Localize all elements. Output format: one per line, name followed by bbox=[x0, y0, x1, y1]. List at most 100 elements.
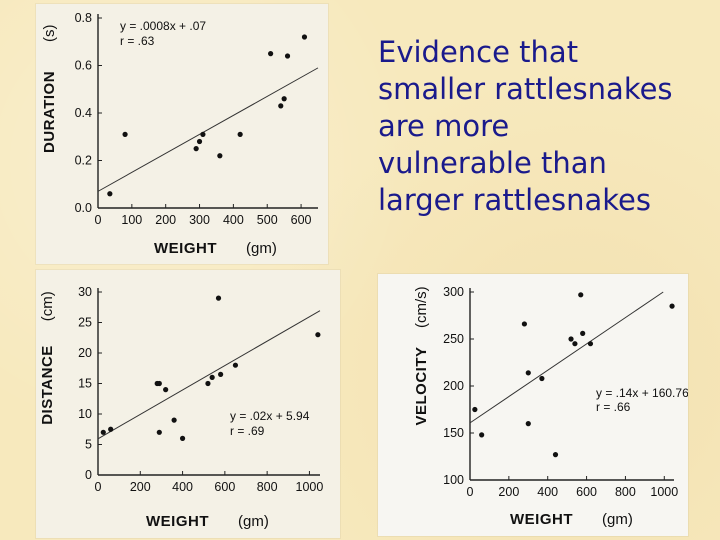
duration-data-point bbox=[217, 153, 223, 159]
duration-regression-line bbox=[97, 67, 319, 192]
velocity-y-tick-label: 200 bbox=[443, 379, 464, 393]
velocity-y-tick-label: 300 bbox=[443, 285, 464, 299]
duration-data-point bbox=[107, 191, 113, 197]
duration-data-point bbox=[196, 138, 203, 145]
velocity-data-point bbox=[568, 336, 574, 342]
distance-y-tick-label: 25 bbox=[78, 316, 92, 330]
velocity-chart: 0 200 400 600 800 1000 100 150 200 250 300 y = .14x… bbox=[413, 285, 688, 528]
duration-x-tick-label: 300 bbox=[189, 213, 210, 227]
distance-y-axis-title: DISTANCE bbox=[39, 345, 56, 425]
distance-data-point bbox=[156, 429, 162, 435]
velocity-data-point bbox=[578, 292, 584, 298]
distance-equation: y = .02x + 5.94 bbox=[230, 409, 310, 423]
velocity-x-tick-label: 600 bbox=[576, 485, 597, 499]
velocity-y-tick-label: 250 bbox=[443, 332, 464, 346]
distance-y-tick-label: 15 bbox=[78, 377, 92, 391]
velocity-data-point bbox=[669, 303, 675, 309]
distance-data-point bbox=[163, 387, 169, 393]
distance-chart: 0 200 400 600 800 1000 0 5 10 15 20 25 30 y = .02x + … bbox=[39, 285, 324, 530]
duration-y-tick-label: 0.8 bbox=[75, 11, 92, 25]
duration-equation: y = .0008x + .07 bbox=[120, 19, 206, 33]
velocity-data-point bbox=[525, 421, 531, 427]
duration-x-tick-label: 400 bbox=[223, 213, 244, 227]
distance-x-tick-label: 400 bbox=[172, 480, 193, 494]
distance-r-value: r = .69 bbox=[230, 424, 265, 438]
velocity-data-point bbox=[479, 432, 485, 438]
velocity-x-tick-label: 200 bbox=[498, 485, 519, 499]
duration-chart-panel: 0 100 200 300 400 500 600 0.0 0.2 0.4 0.6 0.8 y = .0… bbox=[36, 4, 328, 264]
velocity-data-point bbox=[521, 321, 527, 327]
velocity-x-tick-label: 0 bbox=[467, 485, 474, 499]
duration-r-value: r = .63 bbox=[120, 34, 155, 48]
distance-data-point bbox=[315, 332, 321, 338]
distance-data-point bbox=[205, 380, 211, 387]
duration-chart: 0 100 200 300 400 500 600 0.0 0.2 0.4 0.6 0.8 y = .0… bbox=[41, 11, 319, 257]
duration-x-tick-label: 100 bbox=[121, 213, 142, 227]
distance-x-tick-label: 800 bbox=[257, 480, 278, 494]
distance-x-tick-label: 0 bbox=[95, 480, 102, 494]
velocity-x-tick-label: 1000 bbox=[650, 485, 678, 499]
velocity-x-axis-unit: (gm) bbox=[602, 511, 633, 528]
distance-data-point bbox=[179, 435, 186, 441]
distance-data-point bbox=[232, 362, 239, 368]
duration-y-tick-label: 0.6 bbox=[75, 59, 92, 73]
duration-y-axis-unit: (s) bbox=[41, 24, 58, 42]
distance-chart-panel: 0 200 400 600 800 1000 0 5 10 15 20 25 30 y = .02x + … bbox=[36, 270, 340, 538]
velocity-y-tick-label: 150 bbox=[443, 426, 464, 440]
duration-data-point bbox=[268, 51, 274, 57]
velocity-chart-panel: 0 200 400 600 800 1000 100 150 200 250 300 y = .14x… bbox=[378, 274, 688, 536]
distance-regression-line bbox=[97, 310, 321, 440]
distance-x-tick-label: 600 bbox=[214, 480, 235, 494]
duration-x-tick-label: 500 bbox=[257, 213, 278, 227]
velocity-data-point bbox=[552, 452, 559, 458]
velocity-y-tick-label: 100 bbox=[443, 473, 464, 487]
distance-y-tick-label: 0 bbox=[85, 468, 92, 482]
velocity-data-point bbox=[572, 341, 578, 347]
distance-x-axis-title: WEIGHT bbox=[146, 513, 209, 530]
heading-line-3: are more bbox=[378, 109, 510, 143]
duration-data-point bbox=[193, 146, 199, 152]
duration-x-tick-label: 0 bbox=[95, 213, 102, 227]
duration-y-tick-label: 0.4 bbox=[75, 106, 92, 120]
distance-x-axis-unit: (gm) bbox=[238, 513, 269, 530]
velocity-y-axis-unit: (cm/s) bbox=[413, 286, 430, 328]
distance-y-tick-label: 5 bbox=[85, 438, 92, 452]
velocity-data-point bbox=[472, 406, 478, 413]
distance-y-axis-unit: (cm) bbox=[39, 291, 56, 321]
duration-data-point bbox=[301, 34, 308, 40]
distance-data-point bbox=[215, 295, 222, 301]
heading-line-1: Evidence that bbox=[378, 35, 579, 69]
velocity-r-value: r = .66 bbox=[596, 400, 631, 414]
velocity-data-point bbox=[587, 341, 594, 347]
duration-y-tick-label: 0.2 bbox=[75, 154, 92, 168]
duration-data-point bbox=[122, 131, 128, 137]
duration-y-axis-title: DURATION bbox=[41, 71, 58, 153]
velocity-y-axis-title: VELOCITY bbox=[413, 346, 430, 425]
distance-data-point bbox=[218, 371, 224, 377]
distance-x-tick-label: 1000 bbox=[296, 480, 324, 494]
velocity-data-point bbox=[525, 370, 531, 376]
distance-data-point bbox=[100, 429, 106, 435]
duration-data-point bbox=[281, 96, 287, 102]
distance-data-point bbox=[171, 417, 177, 423]
distance-y-tick-label: 20 bbox=[78, 346, 92, 360]
heading-line-2: smaller rattlesnakes bbox=[378, 72, 673, 106]
velocity-data-point bbox=[539, 375, 545, 382]
heading-line-4: vulnerable than bbox=[378, 146, 607, 180]
slide-heading: Evidence that smaller rattlesnakes are m… bbox=[378, 34, 708, 219]
velocity-y-axis-title-group: VELOCITY (cm/s) bbox=[413, 286, 430, 425]
duration-y-tick-label: 0.0 bbox=[75, 201, 92, 215]
duration-x-tick-label: 200 bbox=[155, 213, 176, 227]
duration-data-point bbox=[200, 131, 206, 137]
duration-x-axis-unit: (gm) bbox=[246, 240, 277, 257]
velocity-x-tick-label: 400 bbox=[537, 485, 558, 499]
distance-data-point bbox=[156, 380, 162, 387]
distance-y-tick-label: 10 bbox=[78, 407, 92, 421]
duration-data-point bbox=[284, 53, 291, 59]
duration-x-axis-title: WEIGHT bbox=[154, 240, 217, 257]
velocity-x-axis-title: WEIGHT bbox=[510, 511, 573, 528]
distance-y-axis-title-group: DISTANCE (cm) bbox=[39, 291, 56, 425]
velocity-x-tick-label: 800 bbox=[615, 485, 636, 499]
velocity-data-point bbox=[580, 330, 586, 336]
duration-data-point bbox=[237, 131, 243, 137]
